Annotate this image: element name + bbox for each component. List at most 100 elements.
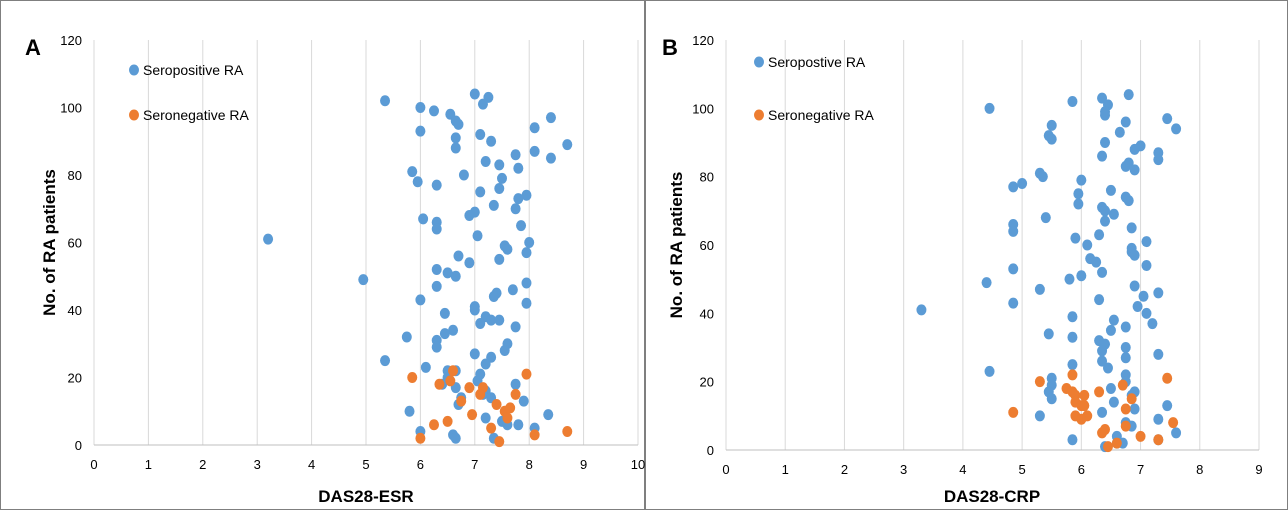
seropositive-point xyxy=(431,264,442,275)
seropositive-point xyxy=(1126,222,1137,234)
x-axis-title: DAS28-CRP xyxy=(944,487,1040,506)
legend-marker xyxy=(754,109,764,121)
seropositive-point xyxy=(418,213,429,225)
y-tick-label: 120 xyxy=(60,33,82,48)
legend-label: Seropostive RA xyxy=(768,54,866,70)
seropositive-point xyxy=(1141,260,1152,271)
seropositive-point xyxy=(521,277,532,289)
seronegative-point xyxy=(434,378,445,390)
seropositive-point xyxy=(497,172,507,184)
seropositive-point xyxy=(448,324,459,336)
seropositive-point xyxy=(981,277,992,289)
seropositive-point xyxy=(439,328,450,340)
x-tick-label: 7 xyxy=(471,457,478,472)
seropositive-point xyxy=(1108,396,1119,408)
seropositive-point xyxy=(1034,283,1045,295)
x-tick-label: 3 xyxy=(900,462,907,477)
seropositive-point xyxy=(469,348,480,360)
seropositive-point xyxy=(1008,181,1019,193)
seropositive-point xyxy=(513,419,524,431)
seropositive-point xyxy=(1067,434,1078,446)
legend-marker xyxy=(129,64,139,76)
seropositive-point xyxy=(469,304,480,316)
seropositive-point xyxy=(494,314,505,326)
seropositive-point xyxy=(1073,198,1084,210)
seropositive-point xyxy=(1114,126,1125,138)
x-tick-label: 0 xyxy=(90,457,97,472)
seropositive-point xyxy=(545,112,556,124)
seropositive-point xyxy=(431,179,442,191)
y-tick-label: 100 xyxy=(692,101,714,116)
seropositive-point xyxy=(1040,212,1051,224)
seropositive-point xyxy=(439,307,450,319)
seropositive-point xyxy=(510,321,521,333)
seropositive-point xyxy=(499,345,510,356)
x-tick-label: 6 xyxy=(1078,462,1085,477)
seropositive-point xyxy=(486,314,497,326)
seropositive-point xyxy=(480,412,491,424)
scatter-chart-b: 0 1 2 3 4 5 6 7 8 9 0 20 40 60 80 100 120 DAS28-CRP No. of… xyxy=(662,33,1263,506)
seropositive-point xyxy=(480,156,491,167)
seronegative-point xyxy=(464,382,475,394)
seronegative-point xyxy=(1162,372,1173,384)
x-tick-label: 1 xyxy=(782,462,789,477)
seropositive-point xyxy=(1100,215,1111,227)
seropositive-point xyxy=(1008,297,1019,309)
seropositive-point xyxy=(401,331,412,343)
seropositive-point xyxy=(1008,225,1019,237)
seropositive-point xyxy=(407,166,418,178)
seropositive-point xyxy=(431,341,442,353)
seropositive-point xyxy=(1067,311,1078,323)
seropositive-point xyxy=(475,318,486,329)
seropositive-point xyxy=(469,88,480,100)
x-tick-label: 4 xyxy=(308,457,315,472)
seropositive-point xyxy=(464,210,475,221)
seropositive-point xyxy=(494,183,505,194)
x-tick-label: 10 xyxy=(631,457,645,472)
seropositive-point xyxy=(1102,362,1113,374)
legend-marker xyxy=(129,109,139,121)
seropositive-point xyxy=(510,203,521,215)
seronegative-point xyxy=(521,368,532,380)
seropositive-point xyxy=(1120,321,1131,333)
seropositive-point xyxy=(494,253,505,265)
seropositive-point xyxy=(1046,393,1057,405)
x-tick-label: 7 xyxy=(1137,462,1144,477)
x-tick-label: 4 xyxy=(959,462,966,477)
seropositive-point xyxy=(263,233,274,245)
seropositive-point xyxy=(1097,345,1108,357)
y-tick-label: 80 xyxy=(700,170,714,185)
seropositive-point xyxy=(404,405,415,417)
seropositive-point xyxy=(521,189,532,201)
seropositive-point xyxy=(1046,119,1057,131)
legend-label: Seronegative RA xyxy=(768,107,875,123)
seropositive-point xyxy=(1100,137,1111,148)
seropositive-point xyxy=(1046,133,1057,145)
seronegative-point xyxy=(494,436,505,448)
seropositive-point xyxy=(412,176,423,188)
x-tick-label: 2 xyxy=(199,457,206,472)
seropositive-point xyxy=(521,297,532,309)
seropositive-point xyxy=(1105,383,1116,394)
seropositive-point xyxy=(450,132,461,144)
seronegative-point xyxy=(442,415,453,427)
seropositive-point xyxy=(1129,249,1140,261)
seronegative-point xyxy=(448,365,459,377)
seropositive-point xyxy=(1123,89,1134,101)
panel-label: B xyxy=(662,35,678,60)
seropositive-point xyxy=(431,280,442,292)
seropositive-point xyxy=(1147,318,1158,330)
seropositive-point xyxy=(1091,256,1102,268)
seropositive-point xyxy=(562,139,573,151)
seronegative-point xyxy=(1126,393,1137,405)
seropositive-point xyxy=(1067,331,1078,343)
seropositive-point xyxy=(486,135,497,147)
seropositive-point xyxy=(464,257,475,269)
seronegative-point xyxy=(1102,441,1113,453)
seropositive-point xyxy=(1129,143,1140,155)
seronegative-point xyxy=(1034,376,1045,388)
seronegative-point xyxy=(1135,430,1146,442)
seropositive-point xyxy=(475,129,486,140)
seropositive-point xyxy=(1094,294,1105,306)
seropositive-point xyxy=(450,432,461,444)
